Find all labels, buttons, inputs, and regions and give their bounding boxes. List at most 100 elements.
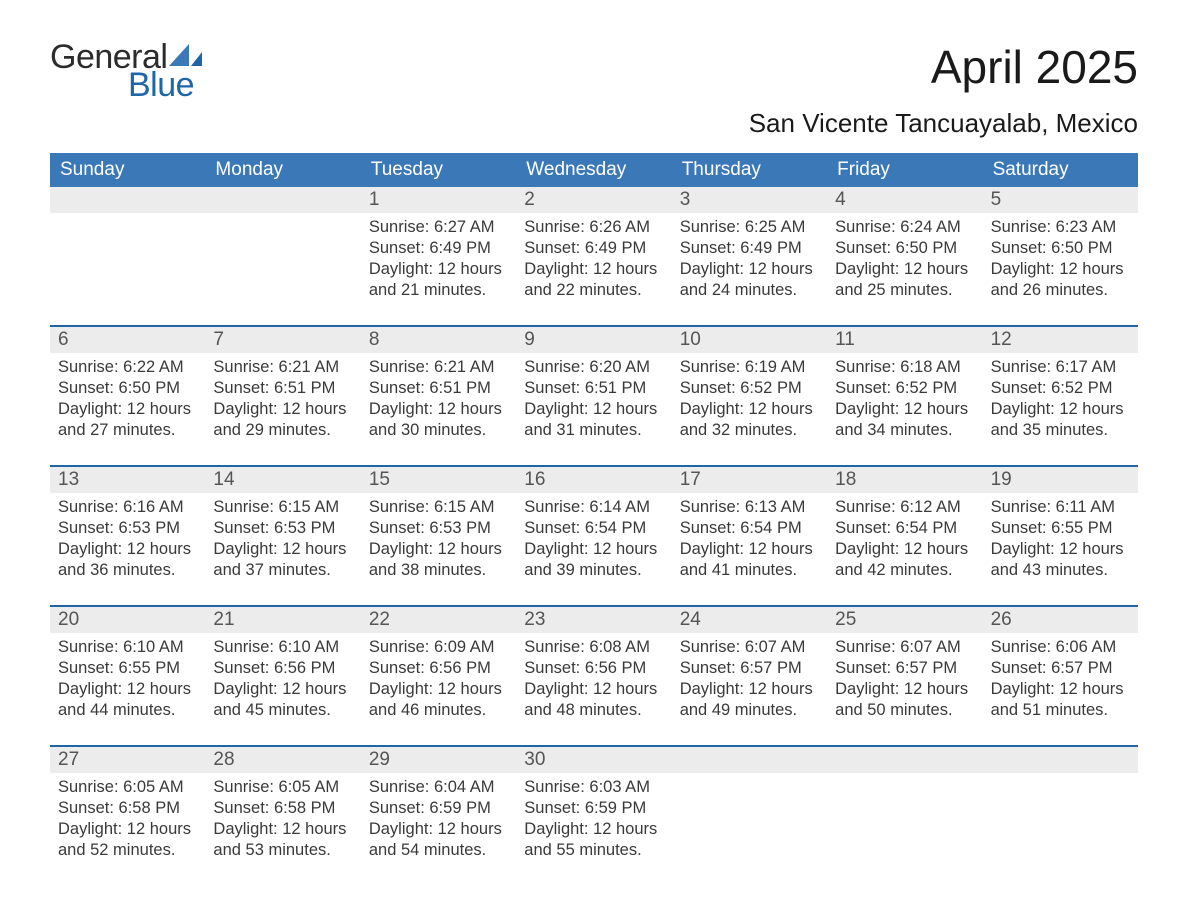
daylight-line: Daylight: 12 hours and 35 minutes. [991, 399, 1130, 441]
sunrise-line: Sunrise: 6:24 AM [835, 217, 974, 238]
daylight-line: Daylight: 12 hours and 45 minutes. [213, 679, 352, 721]
day-cell: Sunrise: 6:22 AMSunset: 6:50 PMDaylight:… [50, 353, 205, 455]
date-number: 6 [50, 327, 205, 353]
sunset-line: Sunset: 6:49 PM [369, 238, 508, 259]
date-number: 16 [516, 467, 671, 493]
weekday-header: Sunday [50, 153, 205, 187]
sunrise-line: Sunrise: 6:23 AM [991, 217, 1130, 238]
date-number-row: 27282930 [50, 747, 1138, 773]
date-number: 9 [516, 327, 671, 353]
date-number: 17 [672, 467, 827, 493]
sunrise-line: Sunrise: 6:05 AM [213, 777, 352, 798]
date-number: 13 [50, 467, 205, 493]
sunrise-line: Sunrise: 6:15 AM [213, 497, 352, 518]
day-cell: Sunrise: 6:15 AMSunset: 6:53 PMDaylight:… [205, 493, 360, 595]
sunset-line: Sunset: 6:55 PM [58, 658, 197, 679]
daylight-line: Daylight: 12 hours and 41 minutes. [680, 539, 819, 581]
sunset-line: Sunset: 6:57 PM [991, 658, 1130, 679]
sunset-line: Sunset: 6:55 PM [991, 518, 1130, 539]
date-number: 8 [361, 327, 516, 353]
day-cell: Sunrise: 6:06 AMSunset: 6:57 PMDaylight:… [983, 633, 1138, 735]
daylight-line: Daylight: 12 hours and 32 minutes. [680, 399, 819, 441]
date-number [50, 187, 205, 213]
date-number [672, 747, 827, 773]
daylight-line: Daylight: 12 hours and 38 minutes. [369, 539, 508, 581]
day-cell: Sunrise: 6:17 AMSunset: 6:52 PMDaylight:… [983, 353, 1138, 455]
calendar-week: 6789101112Sunrise: 6:22 AMSunset: 6:50 P… [50, 325, 1138, 455]
date-number-row: 12345 [50, 187, 1138, 213]
sunset-line: Sunset: 6:56 PM [524, 658, 663, 679]
sunrise-line: Sunrise: 6:07 AM [835, 637, 974, 658]
day-cell: Sunrise: 6:11 AMSunset: 6:55 PMDaylight:… [983, 493, 1138, 595]
sunrise-line: Sunrise: 6:10 AM [213, 637, 352, 658]
weekday-header: Saturday [983, 153, 1138, 187]
date-number: 11 [827, 327, 982, 353]
day-cell: Sunrise: 6:21 AMSunset: 6:51 PMDaylight:… [361, 353, 516, 455]
sunset-line: Sunset: 6:51 PM [524, 378, 663, 399]
daylight-line: Daylight: 12 hours and 43 minutes. [991, 539, 1130, 581]
sunset-line: Sunset: 6:56 PM [369, 658, 508, 679]
date-number: 15 [361, 467, 516, 493]
calendar-week: 13141516171819Sunrise: 6:16 AMSunset: 6:… [50, 465, 1138, 595]
date-number [983, 747, 1138, 773]
sunset-line: Sunset: 6:50 PM [835, 238, 974, 259]
sunrise-line: Sunrise: 6:06 AM [991, 637, 1130, 658]
date-number: 18 [827, 467, 982, 493]
day-cell: Sunrise: 6:15 AMSunset: 6:53 PMDaylight:… [361, 493, 516, 595]
daylight-line: Daylight: 12 hours and 42 minutes. [835, 539, 974, 581]
day-cell: Sunrise: 6:26 AMSunset: 6:49 PMDaylight:… [516, 213, 671, 315]
date-number: 21 [205, 607, 360, 633]
sunset-line: Sunset: 6:51 PM [369, 378, 508, 399]
weekday-header: Tuesday [361, 153, 516, 187]
sunrise-line: Sunrise: 6:08 AM [524, 637, 663, 658]
sunset-line: Sunset: 6:50 PM [58, 378, 197, 399]
date-number: 12 [983, 327, 1138, 353]
daylight-line: Daylight: 12 hours and 46 minutes. [369, 679, 508, 721]
daylight-line: Daylight: 12 hours and 51 minutes. [991, 679, 1130, 721]
sunrise-line: Sunrise: 6:26 AM [524, 217, 663, 238]
day-cell: Sunrise: 6:09 AMSunset: 6:56 PMDaylight:… [361, 633, 516, 735]
day-cell: Sunrise: 6:10 AMSunset: 6:56 PMDaylight:… [205, 633, 360, 735]
sunset-line: Sunset: 6:53 PM [369, 518, 508, 539]
sunset-line: Sunset: 6:51 PM [213, 378, 352, 399]
daylight-line: Daylight: 12 hours and 22 minutes. [524, 259, 663, 301]
sunset-line: Sunset: 6:56 PM [213, 658, 352, 679]
day-cell [50, 213, 205, 315]
sunrise-line: Sunrise: 6:04 AM [369, 777, 508, 798]
daylight-line: Daylight: 12 hours and 24 minutes. [680, 259, 819, 301]
day-cell [827, 773, 982, 875]
date-number: 4 [827, 187, 982, 213]
date-number: 10 [672, 327, 827, 353]
date-number: 19 [983, 467, 1138, 493]
sunrise-line: Sunrise: 6:16 AM [58, 497, 197, 518]
daylight-line: Daylight: 12 hours and 27 minutes. [58, 399, 197, 441]
daylight-line: Daylight: 12 hours and 44 minutes. [58, 679, 197, 721]
date-number: 27 [50, 747, 205, 773]
page-title: April 2025 [749, 40, 1138, 94]
day-cell: Sunrise: 6:07 AMSunset: 6:57 PMDaylight:… [827, 633, 982, 735]
daylight-line: Daylight: 12 hours and 21 minutes. [369, 259, 508, 301]
day-cell: Sunrise: 6:03 AMSunset: 6:59 PMDaylight:… [516, 773, 671, 875]
day-cell: Sunrise: 6:18 AMSunset: 6:52 PMDaylight:… [827, 353, 982, 455]
header-region: General Blue April 2025 San Vicente Tanc… [50, 40, 1138, 139]
sunset-line: Sunset: 6:52 PM [835, 378, 974, 399]
sunrise-line: Sunrise: 6:21 AM [213, 357, 352, 378]
daylight-line: Daylight: 12 hours and 53 minutes. [213, 819, 352, 861]
date-number: 30 [516, 747, 671, 773]
sunrise-line: Sunrise: 6:22 AM [58, 357, 197, 378]
week-body-row: Sunrise: 6:22 AMSunset: 6:50 PMDaylight:… [50, 353, 1138, 455]
sunrise-line: Sunrise: 6:13 AM [680, 497, 819, 518]
sunset-line: Sunset: 6:59 PM [524, 798, 663, 819]
date-number: 1 [361, 187, 516, 213]
day-cell: Sunrise: 6:23 AMSunset: 6:50 PMDaylight:… [983, 213, 1138, 315]
date-number: 24 [672, 607, 827, 633]
daylight-line: Daylight: 12 hours and 31 minutes. [524, 399, 663, 441]
weekday-header: Friday [827, 153, 982, 187]
daylight-line: Daylight: 12 hours and 54 minutes. [369, 819, 508, 861]
date-number-row: 20212223242526 [50, 607, 1138, 633]
date-number: 20 [50, 607, 205, 633]
day-cell: Sunrise: 6:25 AMSunset: 6:49 PMDaylight:… [672, 213, 827, 315]
sunrise-line: Sunrise: 6:05 AM [58, 777, 197, 798]
date-number: 22 [361, 607, 516, 633]
location-subtitle: San Vicente Tancuayalab, Mexico [749, 108, 1138, 139]
